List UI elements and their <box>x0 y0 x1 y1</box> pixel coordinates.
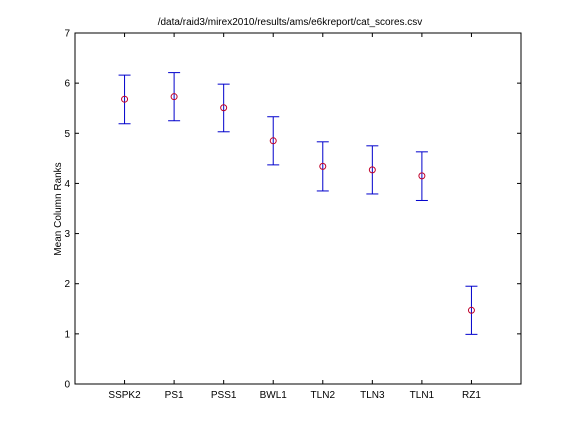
point-tln1 <box>418 172 426 180</box>
data-points <box>121 93 475 314</box>
y-tick-label: 0 <box>64 380 70 391</box>
x-tick-label: TLN1 <box>410 390 435 401</box>
y-axis-label: Mean Column Ranks <box>53 162 64 255</box>
y-tick-label: 5 <box>64 129 70 140</box>
y-tick-label: 3 <box>64 229 70 240</box>
y-tick-label: 7 <box>64 29 70 40</box>
x-tick-label: PS1 <box>165 390 184 401</box>
point-bwl1 <box>269 137 277 145</box>
point-ps1 <box>170 93 178 101</box>
x-tick-label: TLN3 <box>360 390 385 401</box>
y-axis: 0 1 2 3 4 5 6 7 <box>64 29 521 391</box>
x-tick-label: BWL1 <box>260 390 288 401</box>
point-tln3 <box>368 166 376 174</box>
x-axis: SSPK2 PS1 PSS1 BWL1 TLN2 TLN3 TLN1 RZ1 <box>108 33 481 401</box>
error-bars <box>118 72 478 335</box>
y-tick-label: 4 <box>64 179 70 190</box>
point-tln2 <box>319 162 327 170</box>
y-tick-label: 1 <box>64 329 70 340</box>
y-tick-label: 6 <box>64 79 70 90</box>
x-tick-label: PSS1 <box>211 390 237 401</box>
point-sspk2 <box>121 95 129 103</box>
x-tick-label: TLN2 <box>311 390 336 401</box>
x-tick-label: SSPK2 <box>108 390 141 401</box>
y-tick-label: 2 <box>64 279 70 290</box>
point-pss1 <box>220 104 228 112</box>
point-rz1 <box>467 306 475 314</box>
chart-title: /data/raid3/mirex2010/results/ams/e6krep… <box>158 17 423 28</box>
plot-frame <box>74 32 522 385</box>
x-tick-label: RZ1 <box>462 390 481 401</box>
